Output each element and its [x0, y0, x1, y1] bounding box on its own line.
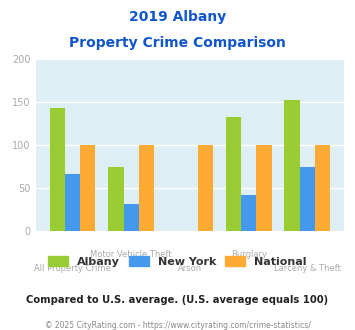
- Bar: [65, 174, 80, 231]
- Bar: [241, 195, 256, 231]
- Bar: [50, 108, 65, 231]
- Bar: [284, 100, 300, 231]
- Text: Compared to U.S. average. (U.S. average equals 100): Compared to U.S. average. (U.S. average …: [26, 295, 329, 305]
- Text: Property Crime Comparison: Property Crime Comparison: [69, 36, 286, 50]
- Bar: [300, 167, 315, 231]
- Bar: [124, 204, 139, 231]
- Text: All Property Crime: All Property Crime: [34, 264, 111, 273]
- Bar: [139, 145, 154, 231]
- Legend: Albany, New York, National: Albany, New York, National: [48, 255, 307, 267]
- Text: © 2025 CityRating.com - https://www.cityrating.com/crime-statistics/: © 2025 CityRating.com - https://www.city…: [45, 321, 310, 330]
- Bar: [80, 145, 95, 231]
- Text: 2019 Albany: 2019 Albany: [129, 10, 226, 24]
- Bar: [108, 167, 124, 231]
- Text: Motor Vehicle Theft: Motor Vehicle Theft: [91, 250, 172, 259]
- Bar: [256, 145, 272, 231]
- Bar: [315, 145, 330, 231]
- Text: Burglary: Burglary: [231, 250, 267, 259]
- Bar: [198, 145, 213, 231]
- Text: Arson: Arson: [178, 264, 202, 273]
- Bar: [226, 117, 241, 231]
- Text: Larceny & Theft: Larceny & Theft: [274, 264, 341, 273]
